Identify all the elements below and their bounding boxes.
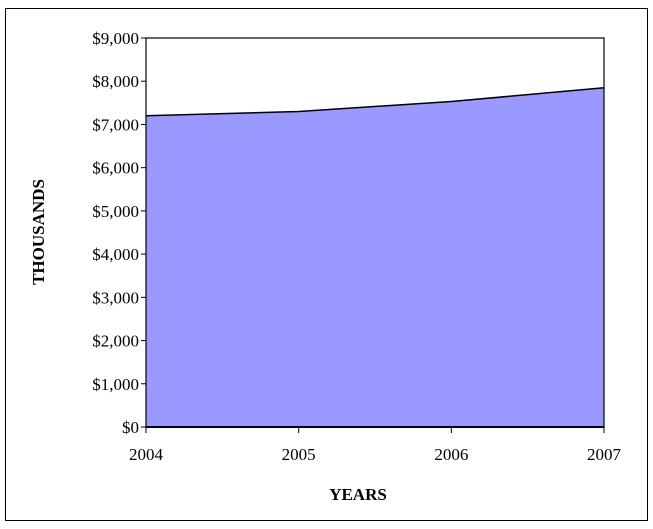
y-axis-ticks: $0 $1,000 $2,000 $3,000 $4,000 $5,000 $6,000 $7… — [92, 29, 146, 437]
y-tick-label: $5,000 — [92, 202, 139, 221]
y-tick-label: $1,000 — [92, 375, 139, 394]
area-top-line-0 — [145, 86, 605, 117]
x-tick-label: 2007 — [587, 445, 622, 464]
x-tick-label: 2004 — [129, 445, 164, 464]
y-tick-label: $0 — [122, 418, 139, 437]
y-tick-label: $3,000 — [92, 288, 139, 307]
x-axis-title: YEARS — [329, 485, 387, 504]
x-tick-label: 2006 — [434, 445, 468, 464]
area-fill-0 — [146, 87, 604, 427]
y-tick-label: $4,000 — [92, 245, 139, 264]
y-axis-title: THOUSANDS — [29, 179, 48, 285]
y-tick-label: $8,000 — [92, 72, 139, 91]
y-tick-label: $2,000 — [92, 332, 139, 351]
x-tick-label: 2005 — [282, 445, 316, 464]
x-axis-ticks: 2004 2005 2006 2007 — [129, 427, 622, 464]
y-tick-label: $7,000 — [92, 115, 139, 134]
y-tick-label: $9,000 — [92, 29, 139, 48]
plot-area — [145, 37, 605, 428]
y-tick-label: $6,000 — [92, 159, 139, 178]
